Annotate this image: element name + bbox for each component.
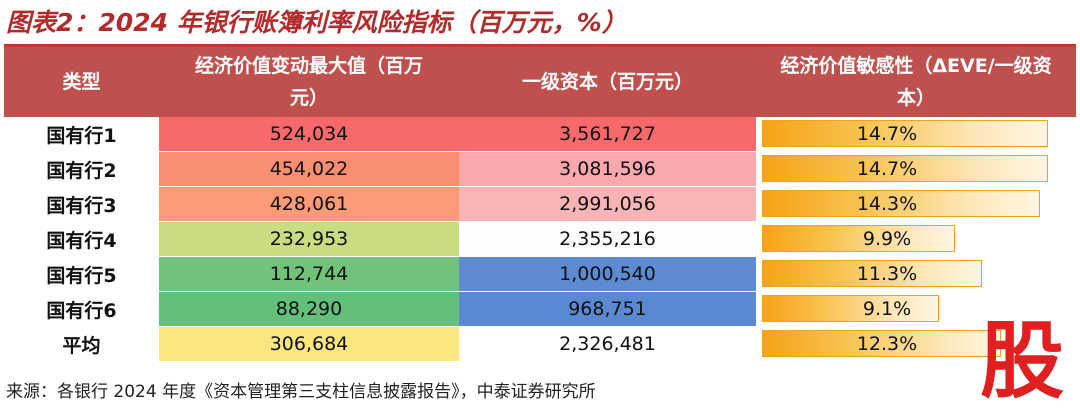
sensitivity-value: 9.9%	[862, 228, 912, 250]
table-row: 国有行3 428,061 2,991,056 14.3%	[4, 187, 1076, 222]
tier1-capital-cell: 3,561,727	[459, 117, 756, 151]
eve-change-cell: 112,744	[159, 257, 459, 291]
row-label: 国有行1	[46, 124, 117, 147]
row-label: 平均	[62, 334, 101, 357]
table-row: 国有行1 524,034 3,561,727 14.7%	[4, 117, 1076, 152]
tier1-capital-cell: 2,326,481	[459, 327, 756, 361]
table-body: 国有行1 524,034 3,561,727 14.7% 国有行2 454,02…	[4, 117, 1076, 362]
sensitivity-cell: 14.3%	[756, 187, 1076, 221]
eve-change-cell: 88,290	[159, 292, 459, 326]
sensitivity-cell: 9.1%	[756, 292, 1076, 326]
sensitivity-cell: 14.7%	[756, 117, 1076, 151]
title-divider	[4, 44, 1076, 47]
tier1-capital-cell: 2,355,216	[459, 222, 756, 256]
eve-change-cell: 454,022	[159, 152, 459, 186]
tier1-capital-cell: 1,000,540	[459, 257, 756, 291]
table-row: 国有行2 454,022 3,081,596 14.7%	[4, 152, 1076, 187]
tier1-capital-cell: 968,751	[459, 292, 756, 326]
sensitivity-cell: 14.7%	[756, 152, 1076, 186]
watermark-stamp: 股	[979, 312, 1064, 410]
sensitivity-data-bar	[762, 260, 982, 287]
row-label: 国有行2	[46, 159, 117, 182]
table-header: 类型 经济价值变动最大值（百万元） 一级资本（百万元） 经济价值敏感性（ΔEVE…	[4, 47, 1076, 117]
header-eve-change-label: 经济价值变动最大值（百万元）	[195, 55, 424, 109]
sensitivity-data-bar	[762, 120, 1048, 147]
sensitivity-value: 14.7%	[856, 123, 918, 145]
row-label: 国有行6	[46, 299, 117, 322]
row-label: 国有行4	[46, 229, 117, 252]
header-type: 类型	[62, 71, 101, 93]
page-title: 图表2：2024 年银行账簿利率风险指标（百万元，%）	[6, 8, 627, 37]
sensitivity-value: 11.3%	[856, 263, 918, 285]
sensitivity-value: 14.3%	[856, 193, 918, 215]
sensitivity-data-bar	[762, 330, 1001, 357]
table-row: 国有行6 88,290 968,751 9.1%	[4, 292, 1076, 327]
sensitivity-data-bar	[762, 225, 955, 252]
tier1-capital-cell: 2,991,056	[459, 187, 756, 221]
row-label: 国有行3	[46, 194, 117, 217]
tier1-capital-cell: 3,081,596	[459, 152, 756, 186]
sensitivity-data-bar	[762, 155, 1048, 182]
table-row: 平均 306,684 2,326,481 12.3%	[4, 327, 1076, 362]
source-note: 来源：各银行 2024 年度《资本管理第三支柱信息披露报告》，中泰证券研究所	[6, 382, 596, 402]
sensitivity-cell: 9.9%	[756, 222, 1076, 256]
eve-change-cell: 232,953	[159, 222, 459, 256]
header-sensitivity: 经济价值敏感性（ΔEVE/一级资本）	[756, 47, 1076, 117]
sensitivity-value: 14.7%	[856, 158, 918, 180]
header-eve-change: 经济价值变动最大值（百万元）	[159, 47, 459, 117]
sensitivity-cell: 12.3%	[756, 327, 1076, 361]
sensitivity-data-bar	[762, 295, 939, 322]
eve-change-cell: 428,061	[159, 187, 459, 221]
table-row: 国有行4 232,953 2,355,216 9.9%	[4, 222, 1076, 257]
sensitivity-data-bar	[762, 190, 1040, 217]
eve-change-cell: 306,684	[159, 327, 459, 361]
header-tier1-capital: 一级资本（百万元）	[521, 71, 693, 93]
table-row: 国有行5 112,744 1,000,540 11.3%	[4, 257, 1076, 292]
header-sensitivity-label: 经济价值敏感性（ΔEVE/一级资本）	[780, 55, 1052, 109]
row-label: 国有行5	[46, 264, 117, 287]
sensitivity-value: 9.1%	[862, 298, 912, 320]
sensitivity-cell: 11.3%	[756, 257, 1076, 291]
sensitivity-value: 12.3%	[856, 333, 918, 355]
eve-change-cell: 524,034	[159, 117, 459, 151]
